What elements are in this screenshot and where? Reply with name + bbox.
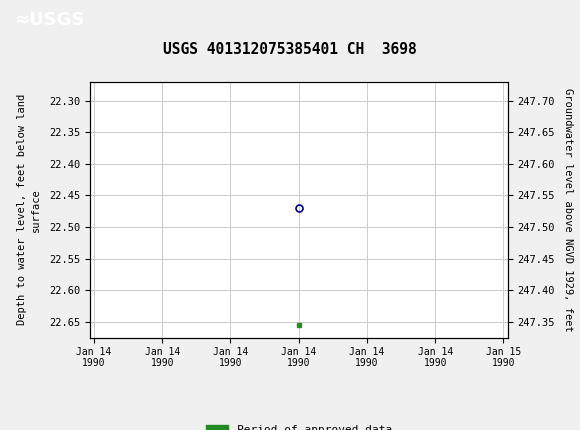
Text: ≈USGS: ≈USGS: [14, 12, 85, 29]
Legend: Period of approved data: Period of approved data: [201, 421, 396, 430]
Y-axis label: Groundwater level above NGVD 1929, feet: Groundwater level above NGVD 1929, feet: [563, 88, 573, 332]
Y-axis label: Depth to water level, feet below land
surface: Depth to water level, feet below land su…: [17, 94, 41, 325]
Text: USGS 401312075385401 CH  3698: USGS 401312075385401 CH 3698: [163, 42, 417, 57]
